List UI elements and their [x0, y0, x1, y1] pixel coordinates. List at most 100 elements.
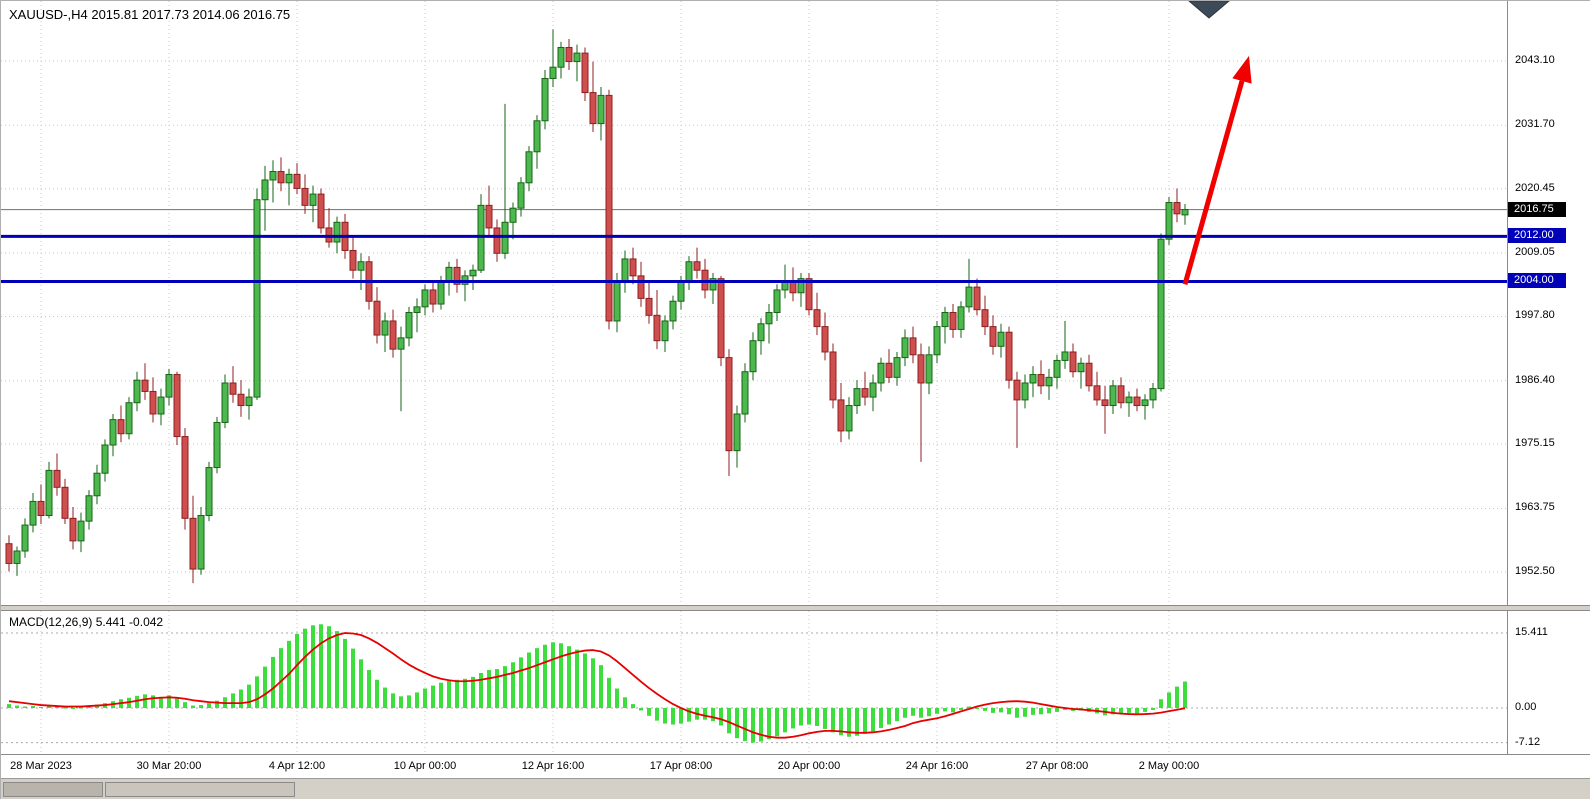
macd-histogram-bar	[727, 708, 731, 734]
candle-bullish	[213, 421, 221, 469]
candlestick-chart[interactable]	[1, 1, 1507, 605]
time-axis[interactable]: 28 Mar 2023 30 Mar 20:00 4 Apr 12:00 10 Apr…	[1, 754, 1590, 778]
macd-histogram-bar	[511, 662, 515, 708]
candle-bearish	[1085, 362, 1093, 387]
macd-histogram-bar	[207, 703, 211, 708]
candle-bullish	[941, 311, 949, 328]
macd-histogram-bar	[655, 708, 659, 721]
trend-arrow-line[interactable]	[1182, 80, 1245, 285]
macd-histogram-bar	[423, 688, 427, 708]
macd-signal-line	[8, 632, 1186, 739]
macd-tick-label: 0.00	[1515, 701, 1537, 713]
scrollbar-handle[interactable]	[3, 782, 103, 797]
macd-histogram-bar	[351, 648, 355, 708]
macd-histogram-bar	[735, 708, 739, 739]
macd-histogram-bar	[719, 708, 723, 726]
macd-histogram-bar	[447, 680, 451, 708]
candle-bullish	[509, 207, 517, 223]
candle-bullish	[1053, 359, 1061, 378]
candle-bullish	[685, 261, 693, 282]
macd-histogram-bar	[1023, 708, 1027, 717]
macd-histogram-bar	[367, 670, 371, 708]
candle-bullish	[901, 337, 909, 359]
scrollbar-segment[interactable]	[105, 782, 295, 797]
candle-bullish	[157, 396, 165, 415]
macd-histogram-bar	[887, 708, 891, 725]
candle-bearish	[645, 297, 653, 316]
time-tick-label: 12 Apr 16:00	[521, 760, 585, 772]
candle-bullish	[613, 280, 621, 322]
candle-bearish	[653, 314, 661, 342]
macd-histogram-bar	[847, 708, 851, 737]
macd-histogram-bar	[47, 705, 51, 708]
macd-histogram-bar	[607, 677, 611, 708]
candle-bullish	[933, 326, 941, 356]
macd-histogram-bar	[951, 708, 955, 713]
price-pane[interactable]: XAUUSD-,H4 2015.81 2017.73 2014.06 2016.…	[1, 1, 1507, 605]
candle-bullish	[21, 524, 29, 552]
macd-histogram-bar	[495, 669, 499, 708]
candle-bearish	[821, 326, 829, 353]
price-tick-label: 1963.75	[1515, 501, 1555, 514]
candle-bullish	[285, 173, 293, 184]
macd-histogram-bar	[799, 708, 803, 726]
macd-histogram-bar	[263, 666, 267, 708]
candle-bullish	[261, 179, 269, 201]
macd-histogram-bar	[671, 708, 675, 725]
macd-histogram-bar	[871, 708, 875, 732]
macd-histogram-bar	[911, 708, 915, 716]
macd-histogram-bar	[615, 688, 619, 708]
candle-bearish	[829, 351, 837, 401]
candle-bullish	[445, 266, 453, 282]
macd-histogram-bar	[895, 708, 899, 722]
macd-histogram-bar	[879, 708, 883, 728]
time-tick-label: 10 Apr 00:00	[393, 760, 457, 772]
macd-histogram-bar	[815, 708, 819, 727]
trend-arrow-head[interactable]	[1232, 55, 1252, 84]
macd-histogram-bar	[855, 708, 859, 736]
macd-histogram-bar	[1143, 708, 1147, 712]
macd-histogram-bar	[919, 708, 923, 718]
macd-tick-label: 15.411	[1515, 625, 1548, 638]
macd-histogram-bar	[479, 672, 483, 708]
macd-histogram-bar	[487, 670, 491, 708]
candle-bullish	[221, 382, 229, 423]
macd-histogram-bar	[839, 708, 843, 736]
macd-histogram-bar	[1015, 708, 1019, 718]
macd-histogram-bar	[23, 706, 27, 708]
candle-bearish	[149, 390, 157, 415]
macd-histogram-bar	[807, 708, 811, 725]
candle-bearish	[429, 289, 437, 305]
candle-bullish	[469, 269, 477, 277]
macd-chart[interactable]	[1, 611, 1507, 754]
price-tick-label: 2031.70	[1515, 118, 1555, 131]
time-tick-label: 28 Mar 2023	[10, 760, 72, 772]
triangle-marker-icon[interactable]	[1188, 1, 1230, 19]
macd-histogram-bar	[343, 638, 347, 708]
candle-bearish	[485, 204, 493, 229]
candle-bullish	[965, 286, 973, 308]
macd-histogram-bar	[959, 708, 963, 710]
macd-histogram-bar	[471, 676, 475, 708]
candle-bearish	[237, 393, 245, 407]
candle-bullish	[1029, 374, 1037, 384]
macd-histogram-bar	[943, 708, 947, 712]
macd-histogram-bar	[255, 676, 259, 708]
candle-bullish	[765, 311, 773, 325]
h-scrollbar[interactable]	[1, 778, 1590, 799]
macd-histogram-bar	[399, 696, 403, 708]
candle-bearish	[717, 278, 725, 359]
macd-pane[interactable]	[1, 611, 1507, 754]
candle-bearish	[453, 266, 461, 285]
pane-divider[interactable]	[1, 605, 1590, 611]
candle-bullish	[29, 500, 37, 526]
candle-bearish	[1069, 351, 1077, 373]
candle-bullish	[437, 280, 445, 305]
macd-histogram-bar	[31, 706, 35, 708]
candle-bullish	[1181, 209, 1189, 216]
price-axis[interactable]: 2043.10 2031.70 2020.45 2009.05 1997.80 1986.…	[1507, 1, 1590, 754]
candle-bullish	[621, 258, 629, 282]
candle-bearish	[693, 261, 701, 271]
macd-histogram-bar	[311, 625, 315, 708]
candle-bearish	[629, 258, 637, 277]
